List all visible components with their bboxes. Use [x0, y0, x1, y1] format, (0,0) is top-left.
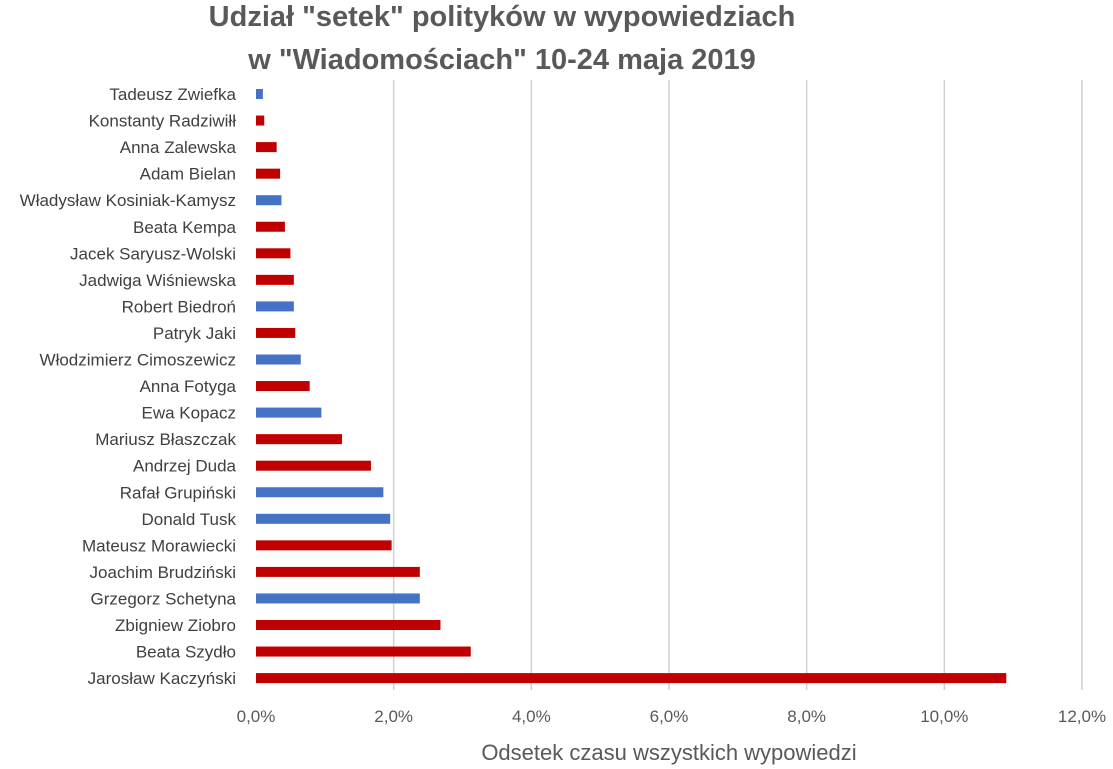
x-tick-label: 4,0%: [512, 707, 551, 726]
category-label: Anna Zalewska: [120, 138, 237, 157]
bar: [256, 513, 391, 524]
bar: [256, 673, 1007, 684]
category-label: Grzegorz Schetyna: [90, 589, 236, 608]
bar: [256, 487, 384, 498]
bar: [256, 142, 277, 153]
category-label: Jacek Saryusz-Wolski: [70, 244, 236, 263]
category-label: Jadwiga Wiśniewska: [79, 271, 236, 290]
bar: [256, 381, 310, 392]
category-label: Włodzimierz Cimoszewicz: [40, 351, 236, 370]
category-label: Robert Biedroń: [122, 297, 236, 316]
bar: [256, 593, 420, 604]
category-label: Adam Bielan: [140, 165, 236, 184]
category-label: Jarosław Kaczyński: [88, 669, 236, 688]
bar: [256, 301, 294, 312]
category-label: Rafał Grupiński: [120, 483, 236, 502]
category-label: Konstanty Radziwiłł: [89, 112, 237, 131]
bar: [256, 460, 371, 471]
category-label: Zbigniew Ziobro: [115, 616, 236, 635]
category-label: Anna Fotyga: [140, 377, 237, 396]
category-label: Joachim Brudziński: [90, 563, 236, 582]
bar: [256, 434, 343, 445]
category-label: Beata Szydło: [136, 643, 236, 662]
x-tick-label: 2,0%: [374, 707, 413, 726]
bar: [256, 646, 471, 657]
bar: [256, 248, 291, 259]
bar: [256, 407, 322, 418]
x-tick-label: 8,0%: [787, 707, 826, 726]
y-axis-labels: Tadeusz Zwiefka Konstanty Radziwiłł Anna Z…: [20, 85, 237, 688]
bar: [256, 89, 263, 99]
category-label: Władysław Kosiniak-Kamysz: [20, 191, 236, 210]
x-tick-label: 6,0%: [650, 707, 689, 726]
bars: [256, 89, 1007, 684]
bar: [256, 540, 392, 551]
x-tick-label: 0,0%: [237, 707, 276, 726]
bar: [256, 354, 301, 365]
x-tick-label: 10,0%: [920, 707, 968, 726]
bar: [256, 168, 281, 179]
category-label: Patryk Jaki: [153, 324, 236, 343]
category-label: Andrzej Duda: [133, 457, 237, 476]
category-label: Ewa Kopacz: [142, 404, 237, 423]
bar: [256, 327, 296, 338]
bar: [256, 195, 282, 206]
bar: [256, 115, 265, 126]
category-label: Donald Tusk: [142, 510, 237, 529]
x-axis-label: Odsetek czasu wszystkich wypowiedzi: [481, 740, 856, 765]
category-label: Tadeusz Zwiefka: [109, 85, 236, 104]
x-tick-label: 12,0%: [1058, 707, 1106, 726]
category-label: Beata Kempa: [133, 218, 237, 237]
bar: [256, 274, 294, 285]
chart-title-line-1: Udział "setek" polityków w wypowiedziach: [209, 1, 796, 33]
gridlines: [392, 80, 1083, 690]
category-label: Mariusz Błaszczak: [95, 430, 236, 449]
bar: [256, 620, 441, 630]
bar: [256, 566, 420, 577]
x-axis-ticks: 0,0% 2,0% 4,0% 6,0% 8,0% 10,0% 12,0%: [237, 707, 1106, 726]
bar: [256, 221, 285, 232]
category-label: Mateusz Morawiecki: [82, 536, 236, 555]
chart-title-line-2: w "Wiadomościach" 10-24 maja 2019: [247, 44, 756, 76]
